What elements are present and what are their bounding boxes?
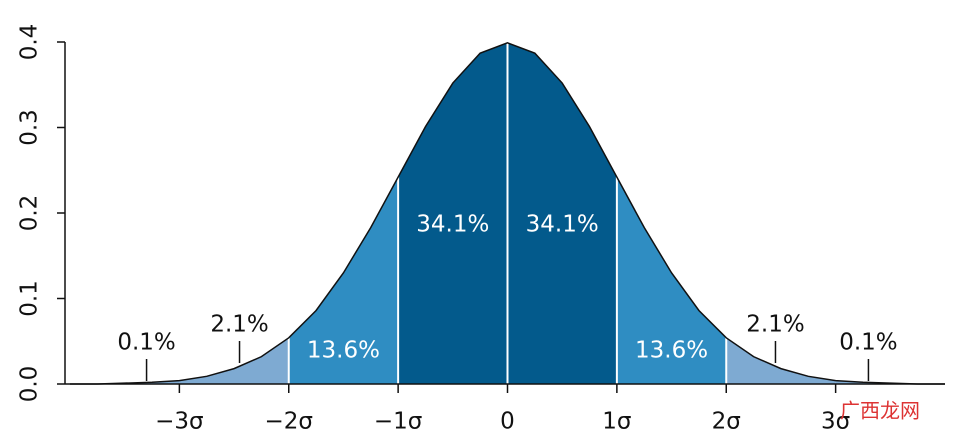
region-label: 34.1% [526, 212, 599, 238]
region [70, 380, 180, 384]
x-tick-label: −3σ [155, 409, 203, 435]
watermark: 广西龙网 [840, 399, 920, 423]
x-tick-label: 1σ [602, 409, 631, 435]
region [726, 337, 836, 384]
region-label: 34.1% [416, 212, 489, 238]
density-curve [70, 42, 945, 385]
region [835, 380, 945, 384]
x-tick-label: 2σ [712, 409, 741, 435]
y-tick-label: 0.3 [17, 109, 43, 146]
y-tick-label: 0.4 [17, 24, 43, 61]
x-tick-label: 3σ [821, 409, 850, 435]
y-tick-label: 0.2 [17, 195, 43, 232]
region-label: 2.1% [746, 312, 804, 338]
y-tick-label: 0.0 [17, 366, 43, 403]
x-tick-label: −2σ [265, 409, 313, 435]
region-label: 2.1% [210, 312, 268, 338]
y-tick-label: 0.1 [17, 280, 43, 317]
x-tick-label: 0 [500, 409, 515, 435]
region-label: 0.1% [117, 330, 175, 356]
region [179, 337, 289, 384]
region-label: 0.1% [839, 330, 897, 356]
region-label: 13.6% [635, 338, 708, 364]
region-label: 13.6% [307, 338, 380, 364]
x-tick-label: −1σ [374, 409, 422, 435]
